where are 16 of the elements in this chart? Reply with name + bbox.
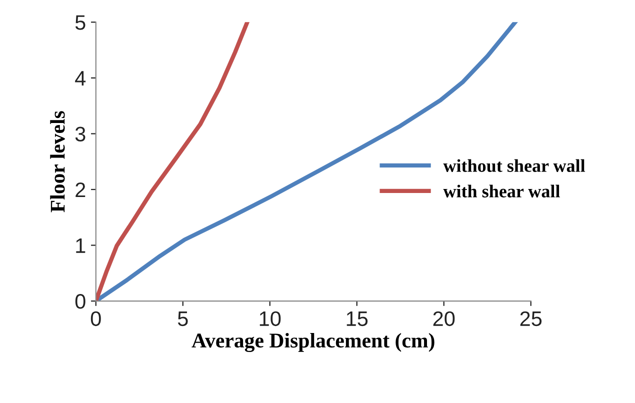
x-axis-title: Average Displacement (cm) xyxy=(192,332,434,352)
y-tick-label: 1 xyxy=(76,238,86,253)
y-tick-label: 0 xyxy=(75,294,86,309)
y-tick-label: 4 xyxy=(75,71,86,86)
x-tick-label: 5 xyxy=(178,312,188,326)
x-tick-label: 15 xyxy=(346,312,368,326)
x-tick-label: 0 xyxy=(90,311,101,326)
legend-label: with shear wall xyxy=(443,184,560,198)
y-tick-label: 2 xyxy=(76,182,86,198)
y-tick-label: 3 xyxy=(75,126,86,142)
y-axis-title: Floor levels xyxy=(50,111,65,212)
legend-label: without shear wall xyxy=(443,159,586,172)
x-tick-label: 25 xyxy=(520,311,542,326)
x-tick-label: 10 xyxy=(260,311,281,326)
x-tick-label: 20 xyxy=(433,311,455,326)
y-tick-label: 5 xyxy=(75,15,86,30)
